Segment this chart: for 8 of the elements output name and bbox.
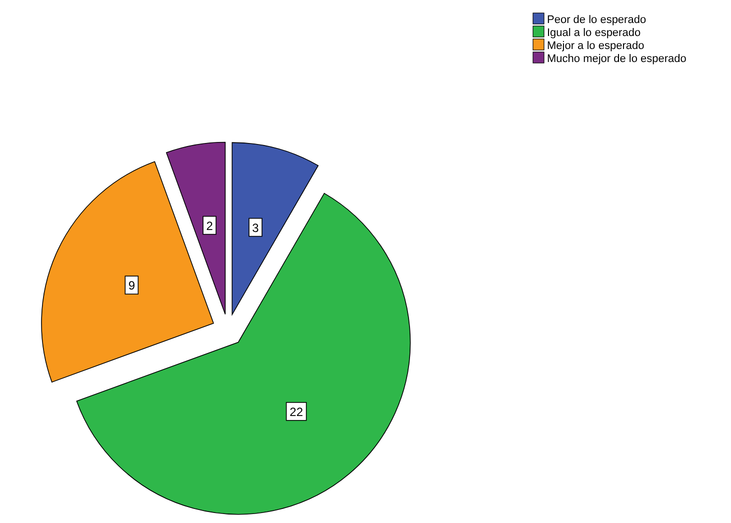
data-label: 2 bbox=[206, 218, 214, 233]
legend-label: Igual a lo esperado bbox=[547, 27, 641, 39]
legend-label: Peor de lo esperado bbox=[547, 14, 646, 26]
data-label: 9 bbox=[128, 278, 136, 293]
data-label: 3 bbox=[252, 220, 260, 235]
data-label: 22 bbox=[290, 404, 304, 419]
legend-label: Mucho mejor de lo esperado bbox=[547, 53, 686, 65]
legend-label: Mejor a lo esperado bbox=[547, 40, 644, 52]
